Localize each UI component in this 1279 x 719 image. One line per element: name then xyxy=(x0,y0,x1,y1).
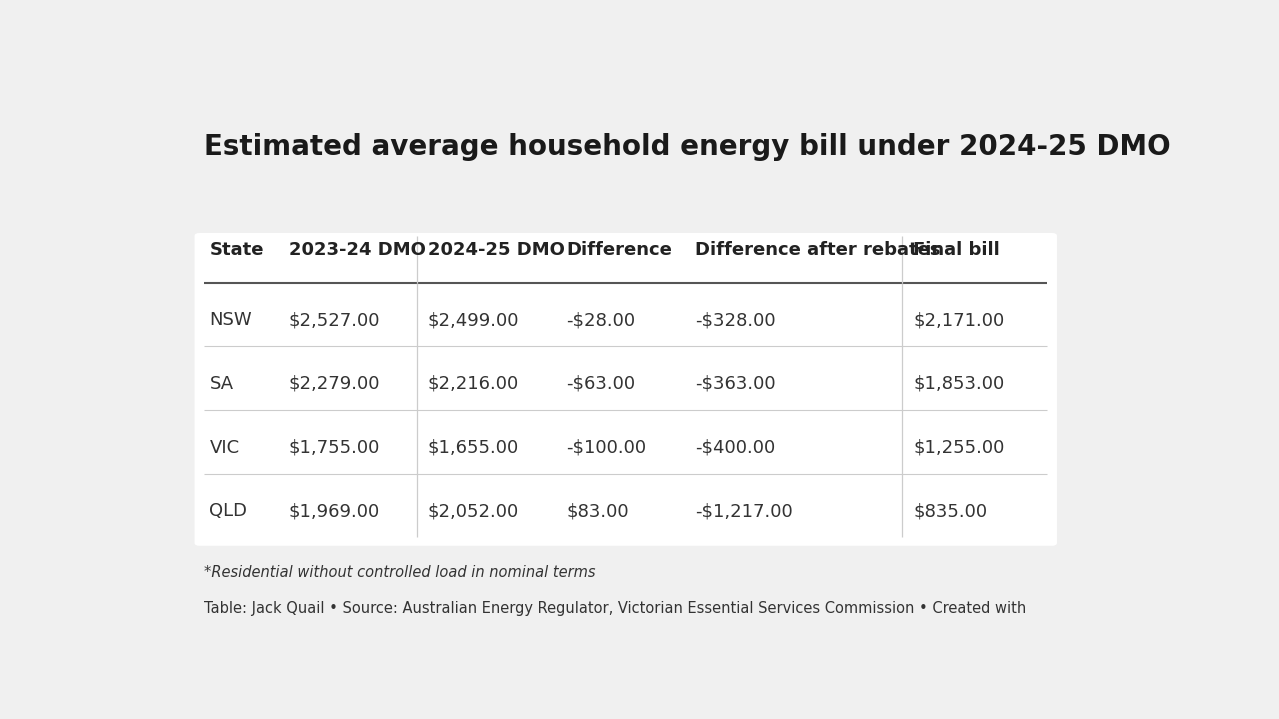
Text: State: State xyxy=(210,242,263,260)
Text: $2,171.00: $2,171.00 xyxy=(913,311,1004,329)
Text: SA: SA xyxy=(210,375,234,393)
Text: Estimated average household energy bill under 2024-25 DMO: Estimated average household energy bill … xyxy=(205,133,1172,161)
Text: -$1,217.00: -$1,217.00 xyxy=(696,502,793,520)
Text: NSW: NSW xyxy=(210,311,252,329)
Text: Final bill: Final bill xyxy=(913,242,1000,260)
Text: -$63.00: -$63.00 xyxy=(567,375,636,393)
FancyBboxPatch shape xyxy=(194,233,1056,546)
Text: $1,853.00: $1,853.00 xyxy=(913,375,1004,393)
Text: Difference after rebates: Difference after rebates xyxy=(696,242,940,260)
Text: $1,255.00: $1,255.00 xyxy=(913,439,1004,457)
Text: $835.00: $835.00 xyxy=(913,502,987,520)
Text: $2,052.00: $2,052.00 xyxy=(427,502,519,520)
Text: Table: Jack Quail • Source: Australian Energy Regulator, Victorian Essential Ser: Table: Jack Quail • Source: Australian E… xyxy=(205,601,1031,616)
Text: -$363.00: -$363.00 xyxy=(696,375,776,393)
Text: -$100.00: -$100.00 xyxy=(567,439,646,457)
Text: -$28.00: -$28.00 xyxy=(567,311,636,329)
Text: -$328.00: -$328.00 xyxy=(696,311,776,329)
Text: VIC: VIC xyxy=(210,439,239,457)
Text: $2,499.00: $2,499.00 xyxy=(427,311,519,329)
Text: $2,527.00: $2,527.00 xyxy=(289,311,380,329)
Text: $1,755.00: $1,755.00 xyxy=(289,439,380,457)
Text: -$400.00: -$400.00 xyxy=(696,439,775,457)
Text: $2,279.00: $2,279.00 xyxy=(289,375,380,393)
Text: $2,216.00: $2,216.00 xyxy=(427,375,519,393)
Text: Difference: Difference xyxy=(567,242,673,260)
Text: $1,655.00: $1,655.00 xyxy=(427,439,519,457)
Text: 2024-25 DMO: 2024-25 DMO xyxy=(427,242,564,260)
Text: QLD: QLD xyxy=(210,502,247,520)
Text: $83.00: $83.00 xyxy=(567,502,629,520)
Text: 2023-24 DMO: 2023-24 DMO xyxy=(289,242,426,260)
Text: $1,969.00: $1,969.00 xyxy=(289,502,380,520)
Text: *Residential without controlled load in nominal terms: *Residential without controlled load in … xyxy=(205,565,596,580)
